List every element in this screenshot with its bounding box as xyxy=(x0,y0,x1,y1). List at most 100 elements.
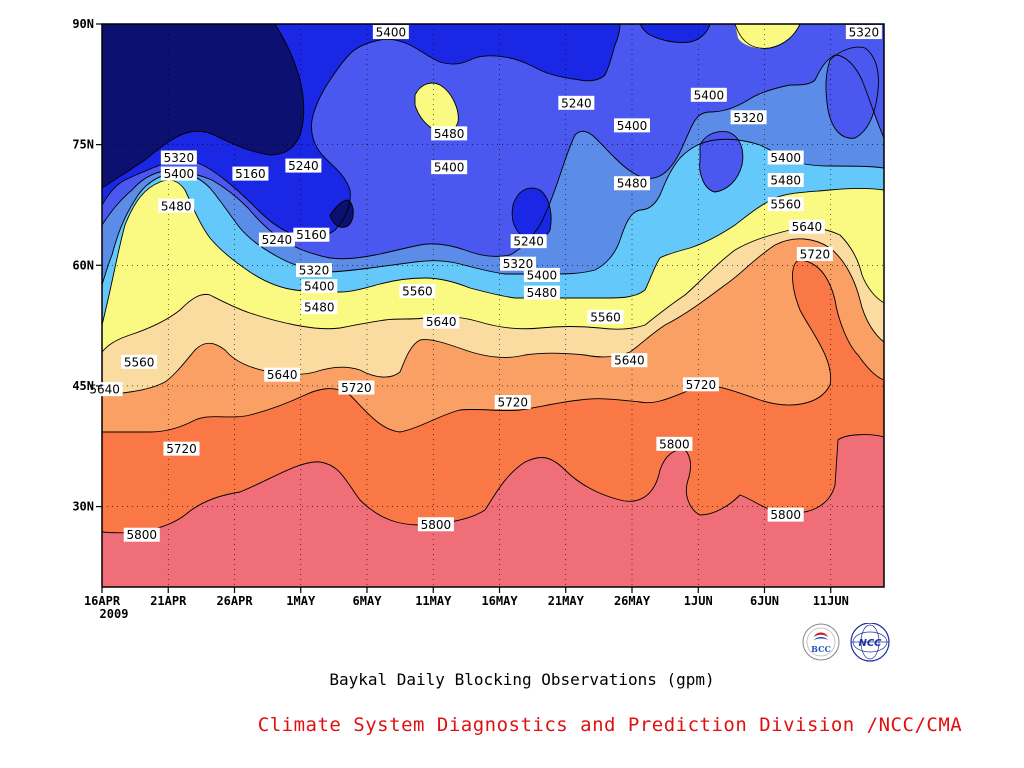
contour-label-text: 5480 xyxy=(434,127,465,141)
contour-label-bg xyxy=(500,256,537,271)
contour-label-bg xyxy=(845,25,882,40)
contour-label: 5320 xyxy=(500,256,537,271)
contour-line-5480-c xyxy=(734,24,801,49)
contour-label-text: 5560 xyxy=(124,355,155,369)
contour-label-bg xyxy=(160,166,197,181)
contour-label-bg xyxy=(121,354,158,369)
x-tick-label: 26MAY xyxy=(614,594,651,608)
contour-label-bg xyxy=(767,150,804,165)
contour-label-bg xyxy=(160,150,197,165)
contour-label: 5720 xyxy=(494,395,531,410)
x-year-label: 2009 xyxy=(100,607,129,621)
contour-line-5480-b xyxy=(414,82,459,133)
contour-label: 5480 xyxy=(158,198,195,213)
contour-label-bg xyxy=(523,285,560,300)
contour-label-bg xyxy=(163,441,200,456)
ncc-logo-text: NCC xyxy=(858,638,882,649)
contour-line-5240 xyxy=(102,24,621,239)
contour-line-5800 xyxy=(102,434,884,534)
contour-label-text: 5240 xyxy=(262,233,293,247)
fill-below-5160 xyxy=(102,24,304,188)
x-tick-label: 16APR xyxy=(84,594,121,608)
contour-line-5160-5240-c xyxy=(639,24,711,43)
contour-label-bg xyxy=(431,126,468,141)
contour-line-5160 xyxy=(102,24,305,189)
contour-label-text: 5160 xyxy=(296,228,327,242)
contour-label: 5400 xyxy=(614,118,650,133)
contour-label: 5480 xyxy=(767,173,804,188)
y-tick-label: 60N xyxy=(72,258,94,272)
contour-label-text: 5720 xyxy=(166,442,197,456)
contour-label: 5400 xyxy=(301,279,338,294)
contour-label-bg xyxy=(338,380,375,395)
bcc-logo-text: BCC xyxy=(811,644,831,654)
contour-label-text: 5640 xyxy=(426,315,457,329)
contour-label: 5480 xyxy=(431,126,468,141)
contour-label-bg xyxy=(285,158,322,173)
contour-label-text: 5800 xyxy=(126,528,157,542)
contour-line-5400 xyxy=(102,138,884,286)
contour-label-text: 5400 xyxy=(164,167,195,181)
blob-5320-ne xyxy=(825,47,879,139)
contour-label: 5160 xyxy=(293,227,330,242)
contour-label-bg xyxy=(788,219,825,234)
contour-label: 5320 xyxy=(296,263,332,278)
contour-label: 5480 xyxy=(301,300,338,315)
contour-label: 5560 xyxy=(399,284,436,299)
contour-label-text: 5480 xyxy=(161,199,192,213)
x-tick-label: 6MAY xyxy=(353,594,383,608)
contour-label: 5720 xyxy=(796,247,833,262)
contour-label-text: 5400 xyxy=(527,268,558,282)
x-axis: 16APR 21APR 26APR 1MAY 6MAY 11MAY 16MAY 21MAY 26… xyxy=(84,587,849,621)
contour-label-bg xyxy=(264,367,301,382)
contour-label: 5400 xyxy=(523,267,560,282)
contour-label-bg xyxy=(258,232,295,247)
contour-label-bg xyxy=(296,263,332,278)
contour-label-bg xyxy=(510,234,547,249)
contour-label-text: 5400 xyxy=(434,161,465,175)
y-tick-label: 75N xyxy=(72,138,94,152)
ncc-logo: NCC xyxy=(850,623,890,662)
contour-label-bg xyxy=(301,279,338,294)
contour-label: 5400 xyxy=(372,25,409,40)
contour-label-text: 5400 xyxy=(304,280,335,294)
contour-label-bg xyxy=(614,118,650,133)
contour-label-bg xyxy=(431,160,468,175)
blob-5480-11may xyxy=(415,83,459,133)
contour-label-text: 5720 xyxy=(497,396,528,410)
contour-label: 5640 xyxy=(264,367,301,382)
contour-label-text: 5320 xyxy=(733,111,764,125)
contour-labels: 5400 532052405400532054805400532051605240… xyxy=(86,25,882,542)
contour-label-bg xyxy=(767,507,804,522)
bcc-logo: BCC xyxy=(802,623,840,661)
x-tick-label: 26APR xyxy=(216,594,253,608)
contour-label-text: 5640 xyxy=(267,368,298,382)
contour-label-text: 5400 xyxy=(617,119,648,133)
contour-line-5320 xyxy=(102,54,884,260)
contour-label-text: 5560 xyxy=(770,198,801,212)
contour-label-bg xyxy=(796,247,833,262)
contour-label: 5800 xyxy=(123,527,160,542)
contour-label-text: 5720 xyxy=(341,381,372,395)
fill-below-5160-b xyxy=(330,200,354,228)
contour-label-text: 5480 xyxy=(527,286,558,300)
contour-line-5320-c xyxy=(825,46,879,139)
contour-label: 5720 xyxy=(163,441,200,456)
logos: BCC NCC xyxy=(802,623,890,662)
y-tick-label: 45N xyxy=(72,379,94,393)
contour-label-bg xyxy=(293,227,330,242)
contour-label: 5720 xyxy=(338,380,375,395)
x-tick-label: 11JUN xyxy=(813,594,849,608)
contour-label-bg xyxy=(558,95,595,110)
contour-label: 5480 xyxy=(614,176,650,191)
contour-line-5480 xyxy=(102,179,884,326)
contour-label-bg xyxy=(767,197,804,212)
contour-label: 5400 xyxy=(431,160,468,175)
x-tick-label: 11MAY xyxy=(415,594,452,608)
contour-label: 5640 xyxy=(423,314,460,329)
contour-line-5240-b xyxy=(511,187,552,241)
contour-label: 5800 xyxy=(767,507,804,522)
contour-label: 5560 xyxy=(767,197,804,212)
contour-label-text: 5640 xyxy=(614,354,645,368)
blob-5320-5jun xyxy=(699,131,743,192)
